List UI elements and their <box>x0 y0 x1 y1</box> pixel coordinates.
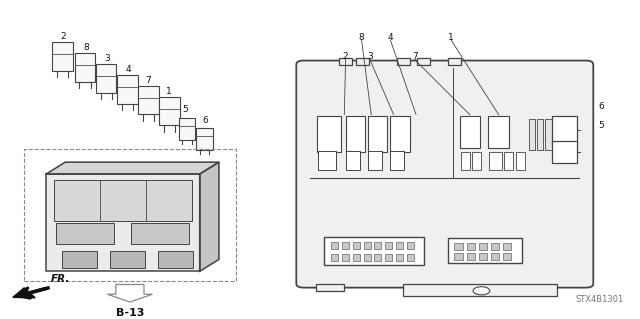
Text: 2: 2 <box>60 32 65 41</box>
Bar <box>489 152 502 170</box>
Bar <box>407 242 414 249</box>
Text: 6: 6 <box>599 102 604 111</box>
Bar <box>364 242 371 249</box>
Bar <box>317 116 341 152</box>
Bar <box>316 284 344 291</box>
Bar <box>385 242 392 249</box>
Bar <box>529 119 535 150</box>
Bar <box>356 58 369 65</box>
Polygon shape <box>46 162 219 174</box>
Bar <box>374 242 381 249</box>
Bar <box>62 251 97 268</box>
Bar <box>52 42 73 70</box>
Text: STX4B1301: STX4B1301 <box>576 295 624 304</box>
Text: 7: 7 <box>412 52 417 61</box>
Text: 7: 7 <box>146 76 151 85</box>
Bar <box>390 116 410 152</box>
Bar <box>554 119 560 150</box>
Bar <box>364 254 371 261</box>
Bar <box>503 253 511 260</box>
Bar <box>346 116 365 152</box>
Bar <box>75 53 95 82</box>
Bar <box>479 253 487 260</box>
Text: 8: 8 <box>84 43 89 52</box>
Text: 3: 3 <box>367 52 372 61</box>
Bar <box>537 119 543 150</box>
Bar <box>117 75 138 103</box>
Text: 6: 6 <box>202 116 207 125</box>
Bar <box>46 174 200 271</box>
Bar <box>353 254 360 261</box>
Bar <box>545 119 552 150</box>
Bar <box>331 242 338 249</box>
Text: 4: 4 <box>125 65 131 74</box>
Bar <box>504 152 513 170</box>
Bar <box>488 116 509 148</box>
Bar <box>56 223 114 244</box>
Bar <box>448 238 522 263</box>
Text: 5: 5 <box>599 121 604 130</box>
Text: 3: 3 <box>105 54 110 63</box>
Bar <box>196 128 213 150</box>
Bar <box>552 141 577 163</box>
FancyBboxPatch shape <box>296 61 593 288</box>
Bar <box>407 254 414 261</box>
Text: 1: 1 <box>449 33 454 42</box>
Bar <box>472 152 481 170</box>
Polygon shape <box>200 162 219 271</box>
Bar <box>342 242 349 249</box>
Bar <box>353 242 360 249</box>
Bar <box>324 237 424 265</box>
Bar <box>467 243 475 250</box>
Bar <box>460 116 480 148</box>
Bar <box>491 243 499 250</box>
Bar <box>562 119 568 150</box>
Bar <box>467 253 475 260</box>
Circle shape <box>473 287 490 295</box>
Bar <box>448 58 461 65</box>
Bar <box>339 58 352 65</box>
Bar <box>368 116 387 152</box>
Bar <box>179 118 195 140</box>
Bar <box>96 64 116 93</box>
Bar <box>503 243 511 250</box>
Bar <box>397 58 410 65</box>
Bar <box>403 284 557 296</box>
Text: 8: 8 <box>359 33 364 42</box>
Bar <box>454 243 463 250</box>
Bar <box>158 251 193 268</box>
Polygon shape <box>108 285 152 302</box>
Bar <box>454 253 463 260</box>
Text: FR.: FR. <box>51 274 70 284</box>
Text: 5: 5 <box>183 106 188 115</box>
Bar <box>417 58 430 65</box>
Bar <box>110 251 145 268</box>
Bar <box>159 97 180 125</box>
Bar <box>24 149 236 281</box>
Bar <box>54 180 192 221</box>
Text: 2: 2 <box>343 52 348 61</box>
Bar <box>479 243 487 250</box>
Bar <box>368 151 382 170</box>
Bar <box>552 116 577 145</box>
Bar <box>374 254 381 261</box>
Bar <box>131 223 189 244</box>
Bar <box>491 253 499 260</box>
Bar <box>318 151 336 170</box>
Polygon shape <box>13 288 35 298</box>
Bar <box>138 86 159 115</box>
Bar <box>390 151 404 170</box>
Text: B-13: B-13 <box>116 308 144 318</box>
Bar <box>516 152 525 170</box>
Bar <box>385 254 392 261</box>
Bar <box>461 152 470 170</box>
Bar <box>396 242 403 249</box>
Text: 4: 4 <box>388 33 393 42</box>
Bar <box>396 254 403 261</box>
Text: 1: 1 <box>166 87 172 96</box>
Bar <box>342 254 349 261</box>
Bar <box>331 254 338 261</box>
Bar <box>346 151 360 170</box>
